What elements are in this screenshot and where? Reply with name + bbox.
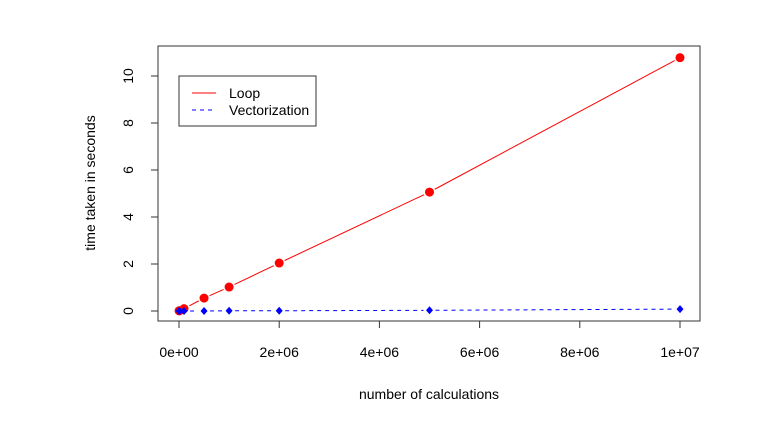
data-point-loop — [425, 187, 434, 197]
x-axis: 0e+00 2e+06 4e+06 6e+06 8e+06 1e+07 — [159, 320, 700, 360]
legend-label-loop: Loop — [229, 85, 260, 101]
data-point-vectorization — [200, 307, 208, 315]
y-axis: 0 2 4 6 8 10 — [120, 68, 159, 315]
series-layer — [174, 53, 685, 316]
series-loop — [174, 53, 685, 316]
x-axis-label: number of calculations — [359, 386, 499, 402]
legend-box — [178, 75, 317, 127]
y-tick-label: 10 — [120, 68, 136, 84]
data-point-vectorization — [180, 307, 188, 315]
data-point-vectorization — [426, 306, 433, 315]
y-tick-label: 8 — [120, 119, 136, 127]
series-segment-loop — [189, 300, 199, 307]
series-segment-loop — [284, 194, 425, 261]
data-point-vectorization — [176, 307, 184, 315]
x-tick-label: 8e+06 — [560, 344, 600, 360]
series-segment-loop — [434, 60, 675, 190]
series-vectorization — [175, 305, 684, 315]
data-point-vectorization — [676, 305, 684, 314]
legend: Loop Vectorization — [178, 75, 317, 127]
series-segment-loop — [209, 288, 224, 297]
data-point-loop — [675, 53, 685, 63]
y-tick-label: 4 — [120, 213, 136, 221]
legend-label-vectorization: Vectorization — [229, 102, 309, 118]
data-point-loop — [199, 293, 209, 303]
y-tick-label: 0 — [120, 307, 136, 315]
data-point-vectorization — [225, 306, 233, 315]
x-tick-label: 4e+06 — [360, 344, 400, 360]
x-tick-label: 6e+06 — [460, 344, 500, 360]
series-segment-vectorization — [435, 308, 675, 311]
data-point-loop — [274, 258, 284, 268]
y-tick-label: 2 — [120, 260, 136, 268]
x-tick-label: 0e+00 — [159, 344, 199, 360]
y-axis-label: time taken in seconds — [82, 115, 98, 250]
x-tick-label: 1e+07 — [660, 344, 700, 360]
data-point-loop — [224, 282, 234, 292]
y-tick-label: 6 — [120, 166, 136, 174]
x-tick-label: 2e+06 — [260, 344, 300, 360]
data-point-vectorization — [275, 306, 283, 315]
series-segment-loop — [234, 265, 275, 285]
